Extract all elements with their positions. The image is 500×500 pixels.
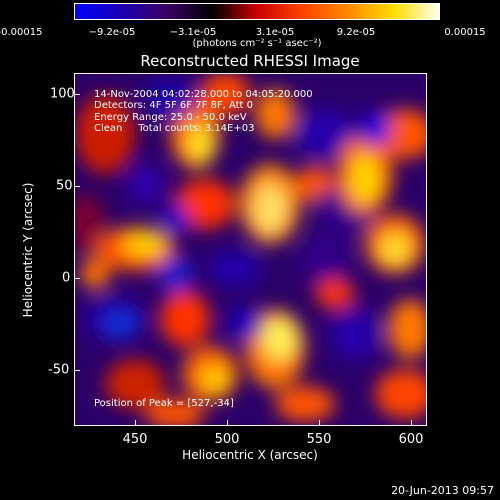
detectors-text: Detectors: 4F 5F 6F 7F 8F, Att 0 bbox=[94, 100, 254, 111]
emission-blob bbox=[201, 365, 229, 393]
emission-blob bbox=[175, 179, 235, 229]
x-tick-label: 600 bbox=[398, 432, 424, 447]
emission-blob bbox=[161, 205, 189, 233]
image-plot-area bbox=[74, 73, 427, 426]
emission-blob bbox=[123, 230, 167, 258]
emission-blob bbox=[105, 359, 165, 409]
x-tick-mark bbox=[319, 420, 320, 426]
chart-title: Reconstructed RHESSI Image bbox=[140, 52, 360, 70]
emission-blob bbox=[375, 369, 426, 419]
emission-blob bbox=[145, 399, 205, 425]
y-tick-mark bbox=[74, 370, 80, 371]
x-tick-label: 500 bbox=[214, 432, 240, 447]
footer-date: 20-Jun-2013 09:57 bbox=[391, 484, 494, 497]
emission-blob bbox=[104, 312, 136, 336]
energy-range-text: Energy Range: 25.0 - 50.0 keV bbox=[94, 112, 247, 123]
x-axis-label: Heliocentric X (arcsec) bbox=[182, 448, 318, 462]
emission-blob bbox=[388, 299, 426, 359]
emission-blob bbox=[145, 79, 195, 119]
y-tick-label: 100 bbox=[50, 86, 75, 102]
time-range-text: 14-Nov-2004 04:02:28.000 to 04:05:20.000 bbox=[94, 89, 313, 100]
peak-position-text: Position of Peak = [527,-34] bbox=[94, 398, 234, 409]
x-tick-mark bbox=[411, 420, 412, 426]
emission-blob bbox=[262, 317, 298, 361]
emission-blob bbox=[186, 124, 214, 164]
y-tick-label: 0 bbox=[62, 270, 71, 286]
emission-blob bbox=[315, 279, 355, 309]
emission-blob bbox=[160, 291, 210, 347]
emission-blob bbox=[254, 184, 286, 234]
reconstructed-image bbox=[75, 74, 426, 425]
emission-blob bbox=[330, 309, 380, 359]
emission-blob bbox=[75, 194, 105, 254]
y-tick-mark bbox=[74, 94, 80, 95]
emission-blob bbox=[200, 74, 250, 116]
colorbar-tick-label: 9.2e-05 bbox=[336, 27, 376, 38]
emission-blob bbox=[255, 89, 295, 139]
y-tick-mark bbox=[74, 278, 80, 279]
emission-blob bbox=[379, 233, 411, 265]
emission-blob bbox=[157, 256, 193, 292]
colorbar-tick-label: 3.1e-05 bbox=[255, 27, 295, 38]
x-tick-mark bbox=[135, 420, 136, 426]
x-tick-mark bbox=[227, 420, 228, 426]
emission-blob bbox=[359, 113, 391, 145]
colorbar-tick-label: -0.00015 bbox=[0, 27, 43, 38]
emission-blob bbox=[227, 308, 263, 340]
emission-blob bbox=[350, 154, 380, 204]
y-tick-mark bbox=[74, 186, 80, 187]
emission-blob bbox=[75, 94, 135, 174]
colorbar-tick-label: 0.00015 bbox=[444, 27, 486, 38]
colorbar-tick-label: −3.1e-05 bbox=[169, 27, 217, 38]
x-tick-label: 450 bbox=[122, 432, 148, 447]
emission-blob bbox=[300, 234, 350, 284]
clean-counts-text: Clean Total counts: 3.14E+03 bbox=[94, 123, 255, 134]
y-tick-label: 50 bbox=[56, 178, 73, 194]
y-tick-label: -50 bbox=[48, 362, 70, 378]
emission-blob bbox=[210, 251, 260, 287]
colorbar-tick-label: −9.2e-05 bbox=[88, 27, 136, 38]
emission-blob bbox=[80, 259, 110, 289]
emission-blob bbox=[295, 109, 355, 159]
x-tick-label: 550 bbox=[306, 432, 332, 447]
emission-blob bbox=[275, 386, 335, 422]
colorbar bbox=[74, 3, 440, 20]
y-axis-label: Heliocentric Y (arcsec) bbox=[21, 182, 35, 318]
colorbar-unit-label: (photons cm⁻² s⁻¹ asec⁻²) bbox=[192, 38, 322, 49]
emission-blob bbox=[127, 164, 163, 204]
